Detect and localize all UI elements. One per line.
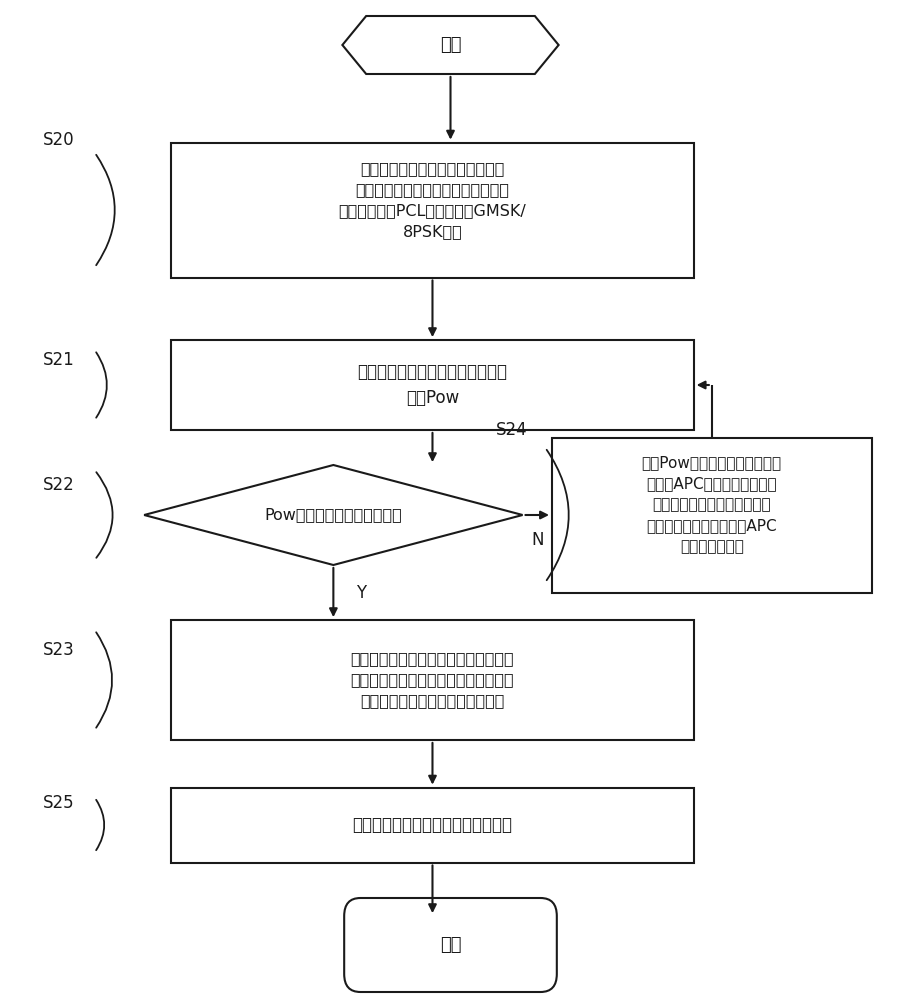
Text: 重复上述过程，直到测试计划中指定的
功率等级和频点全部校准完毕，其他未
经过校准的点可通过公式拟合算出: 重复上述过程，直到测试计划中指定的 功率等级和频点全部校准完毕，其他未 经过校准… <box>350 652 514 708</box>
Text: S24: S24 <box>496 421 527 439</box>
Bar <box>171 788 694 862</box>
Text: 计算机控制仪表测量移动终端输出
功率Pow: 计算机控制仪表测量移动终端输出 功率Pow <box>358 363 507 406</box>
Text: 结束: 结束 <box>440 936 461 954</box>
FancyBboxPatch shape <box>344 898 557 992</box>
Polygon shape <box>342 16 559 74</box>
Bar <box>551 438 872 592</box>
Bar <box>171 340 694 430</box>
Text: S23: S23 <box>42 641 75 659</box>
Text: N: N <box>531 531 543 549</box>
Text: S25: S25 <box>42 794 75 812</box>
Bar <box>171 142 694 277</box>
Text: 根据Pow和目标值通过公式计算
理论的APC控制字，计算机与
移动终端进行一次命令交互，
控制移动终端用修正后的APC
控制字输出信号: 根据Pow和目标值通过公式计算 理论的APC控制字，计算机与 移动终端进行一次命… <box>642 456 782 554</box>
Bar <box>171 620 694 740</box>
Text: Pow在测试计划限定范围内？: Pow在测试计划限定范围内？ <box>265 508 402 522</box>
Text: S20: S20 <box>42 131 75 149</box>
Text: 把校准完的码表保存至终端的闪存中: 把校准完的码表保存至终端的闪存中 <box>352 816 513 834</box>
Text: 开始: 开始 <box>440 36 461 54</box>
Text: S21: S21 <box>42 351 75 369</box>
Text: Y: Y <box>356 584 366 601</box>
Text: 计算机与移动终端进行一次命令交
互，根据测试计划控制移动终端在指
定频点和指定PCL上循环输出GMSK/
8PSK信号: 计算机与移动终端进行一次命令交 互，根据测试计划控制移动终端在指 定频点和指定P… <box>339 161 526 239</box>
Polygon shape <box>144 465 523 565</box>
Text: S22: S22 <box>42 476 75 494</box>
